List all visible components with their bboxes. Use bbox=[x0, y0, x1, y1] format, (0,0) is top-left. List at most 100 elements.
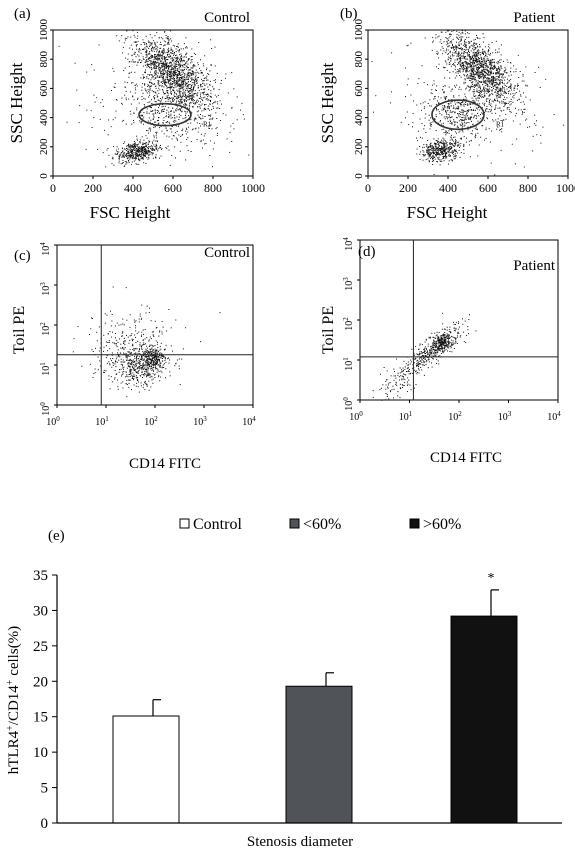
data-point bbox=[476, 55, 478, 57]
data-point bbox=[204, 116, 206, 117]
data-point bbox=[443, 157, 444, 159]
data-point bbox=[525, 96, 527, 98]
data-point bbox=[468, 122, 470, 123]
data-point bbox=[155, 73, 156, 75]
data-point bbox=[494, 89, 496, 91]
data-point bbox=[125, 90, 127, 92]
data-point bbox=[471, 83, 473, 85]
data-point bbox=[455, 117, 457, 119]
data-point bbox=[130, 156, 132, 158]
data-point bbox=[133, 41, 135, 43]
data-point bbox=[463, 69, 465, 71]
data-point bbox=[174, 146, 176, 148]
data-point bbox=[209, 109, 210, 111]
data-point bbox=[181, 95, 183, 97]
data-point bbox=[491, 87, 492, 88]
data-point bbox=[148, 157, 150, 159]
data-point bbox=[495, 119, 497, 121]
data-point bbox=[141, 150, 143, 152]
data-point bbox=[462, 102, 464, 103]
data-point bbox=[477, 95, 479, 97]
data-point bbox=[190, 94, 192, 96]
data-point bbox=[176, 80, 177, 82]
data-point bbox=[432, 156, 434, 158]
data-point bbox=[123, 156, 125, 157]
data-point bbox=[170, 49, 172, 51]
data-point bbox=[443, 144, 445, 146]
data-point bbox=[170, 58, 172, 60]
data-point bbox=[435, 116, 437, 118]
data-point bbox=[456, 41, 457, 43]
data-point bbox=[114, 153, 116, 155]
data-point bbox=[148, 112, 150, 114]
data-point bbox=[500, 44, 502, 46]
data-point bbox=[126, 162, 128, 164]
data-point bbox=[442, 151, 444, 153]
data-point bbox=[488, 77, 490, 79]
data-point bbox=[209, 155, 211, 156]
data-point bbox=[138, 163, 140, 165]
data-point bbox=[183, 81, 185, 82]
data-point bbox=[136, 135, 138, 137]
data-point bbox=[186, 104, 188, 106]
data-point bbox=[493, 80, 494, 82]
data-point bbox=[132, 151, 133, 153]
data-point bbox=[484, 87, 486, 89]
data-point bbox=[193, 102, 195, 104]
data-point bbox=[165, 57, 167, 59]
data-point bbox=[175, 51, 177, 53]
data-point bbox=[133, 359, 135, 361]
data-point bbox=[443, 41, 445, 43]
data-point bbox=[196, 102, 198, 103]
data-point bbox=[483, 71, 485, 73]
data-point bbox=[515, 115, 517, 117]
data-point bbox=[134, 53, 136, 55]
data-point bbox=[137, 41, 139, 43]
data-point bbox=[167, 92, 169, 94]
data-point bbox=[147, 153, 149, 155]
data-point bbox=[218, 89, 220, 91]
data-point bbox=[194, 79, 195, 81]
data-point bbox=[187, 67, 188, 69]
data-point bbox=[448, 154, 450, 156]
data-point bbox=[147, 370, 149, 372]
data-point bbox=[122, 162, 124, 163]
data-point bbox=[155, 57, 157, 59]
data-point bbox=[148, 96, 150, 98]
data-point bbox=[126, 384, 128, 385]
data-point bbox=[126, 375, 128, 377]
data-point bbox=[463, 105, 465, 107]
data-point bbox=[463, 83, 465, 85]
data-point bbox=[468, 51, 469, 52]
data-point bbox=[135, 44, 137, 46]
data-point bbox=[454, 52, 456, 54]
data-point bbox=[137, 148, 139, 150]
data-point bbox=[459, 156, 461, 158]
data-point bbox=[137, 154, 138, 156]
data-point bbox=[135, 342, 137, 344]
data-point bbox=[134, 36, 136, 38]
data-point bbox=[452, 47, 454, 49]
data-point bbox=[448, 33, 450, 35]
data-point bbox=[148, 375, 150, 377]
data-point bbox=[128, 98, 130, 100]
data-point bbox=[534, 123, 536, 125]
data-point bbox=[470, 86, 472, 88]
data-point bbox=[161, 70, 163, 72]
data-point bbox=[445, 145, 447, 147]
data-point bbox=[112, 364, 114, 366]
data-point bbox=[474, 60, 476, 61]
data-point bbox=[162, 96, 164, 98]
data-point bbox=[130, 164, 132, 166]
data-point bbox=[430, 117, 432, 119]
data-point bbox=[485, 85, 487, 86]
data-point bbox=[149, 374, 151, 376]
data-point bbox=[141, 349, 143, 351]
data-point bbox=[434, 149, 435, 151]
data-point bbox=[489, 63, 491, 64]
data-point bbox=[185, 116, 187, 118]
data-point bbox=[200, 72, 202, 74]
data-point bbox=[197, 64, 199, 66]
data-point bbox=[471, 56, 473, 58]
data-point bbox=[130, 351, 132, 353]
